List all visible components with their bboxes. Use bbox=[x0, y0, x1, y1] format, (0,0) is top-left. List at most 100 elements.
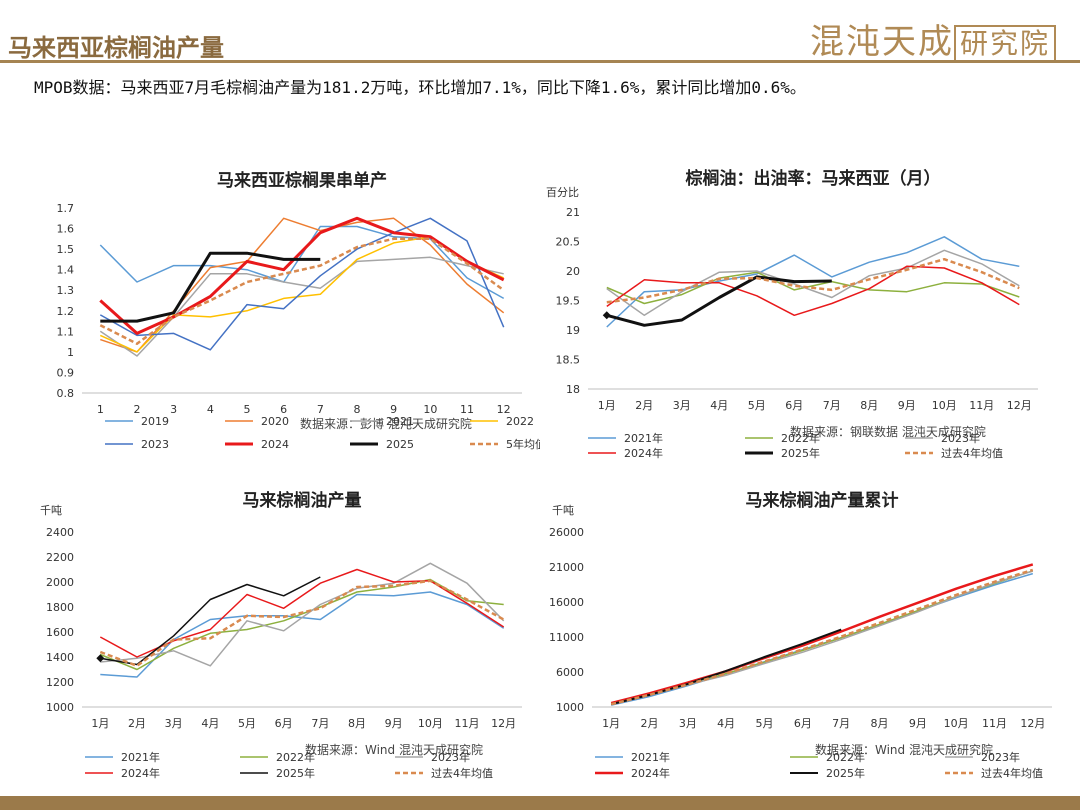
x-tick-label: 4月 bbox=[717, 717, 735, 730]
y-axis-unit: 百分比 bbox=[546, 186, 579, 199]
y-tick-label: 21000 bbox=[549, 561, 584, 574]
x-tick-label: 2月 bbox=[641, 717, 659, 730]
chart-title: 棕榈油：出油率：马来西亚（月） bbox=[686, 168, 941, 189]
series-line-2025年 bbox=[606, 275, 832, 327]
legend-item: 2023 bbox=[105, 438, 169, 451]
y-tick-label: 1.6 bbox=[57, 223, 75, 236]
legend-item: 2022年 bbox=[790, 750, 865, 764]
y-tick-label: 18 bbox=[566, 383, 580, 396]
x-tick-label: 10 bbox=[423, 403, 437, 416]
x-tick-label: 9月 bbox=[385, 717, 403, 730]
series-line-2021年 bbox=[606, 236, 1020, 328]
y-tick-label: 1000 bbox=[46, 701, 74, 714]
chart-source: 数据来源：钢联数据 混沌天成研究院 bbox=[790, 424, 986, 439]
summary-text: MPOB数据：马来西亚7月毛棕榈油产量为181.2万吨，环比增加7.1%，同比下… bbox=[34, 78, 806, 97]
x-tick-label: 5月 bbox=[756, 717, 774, 730]
series-line-过去4年均值 bbox=[606, 257, 1020, 304]
y-tick-label: 1.7 bbox=[57, 202, 75, 215]
x-tick-label: 5月 bbox=[748, 399, 766, 412]
legend-item: 2022年 bbox=[745, 431, 820, 445]
series-line-2023 bbox=[99, 217, 505, 351]
y-tick-label: 1200 bbox=[46, 676, 74, 689]
brand-logo: 混沌天成 研究院 bbox=[810, 14, 1056, 63]
legend-item: 2020 bbox=[225, 415, 289, 428]
y-tick-label: 1600 bbox=[46, 626, 74, 639]
series-line-2024 bbox=[99, 216, 505, 335]
legend-label: 过去4年均值 bbox=[981, 766, 1043, 780]
legend-item: 2019 bbox=[105, 415, 169, 428]
x-tick-label: 2 bbox=[134, 403, 141, 416]
legend-label: 2021 bbox=[386, 415, 414, 428]
y-tick-label: 2400 bbox=[46, 526, 74, 539]
y-tick-label: 19.5 bbox=[556, 295, 581, 308]
x-tick-label: 7月 bbox=[832, 717, 850, 730]
chart-title: 马来西亚棕榈果串单产 bbox=[217, 170, 387, 191]
x-tick-label: 1月 bbox=[602, 717, 620, 730]
series-line-2019 bbox=[99, 225, 505, 300]
x-tick-label: 11 bbox=[460, 403, 474, 416]
series-line-2023年 bbox=[606, 249, 1020, 317]
y-tick-label: 1000 bbox=[556, 701, 584, 714]
legend-label: 2025年 bbox=[826, 766, 865, 780]
chart-source: 数据来源：彭博 混沌天成研究院 bbox=[300, 416, 472, 431]
y-tick-label: 1400 bbox=[46, 651, 74, 664]
legend-item: 2023年 bbox=[395, 750, 470, 764]
legend-label: 2025年 bbox=[781, 446, 820, 460]
legend-label: 过去4年均值 bbox=[431, 766, 493, 780]
x-tick-label: 12月 bbox=[491, 717, 516, 730]
y-tick-label: 1800 bbox=[46, 601, 74, 614]
series-line-2025年 bbox=[100, 576, 321, 666]
x-tick-label: 1月 bbox=[91, 717, 109, 730]
legend-label: 2022年 bbox=[826, 750, 865, 764]
legend-item: 2022 bbox=[470, 415, 534, 428]
legend-item: 2025 bbox=[350, 438, 414, 451]
x-tick-label: 3月 bbox=[679, 717, 697, 730]
x-tick-label: 2月 bbox=[635, 399, 653, 412]
y-tick-label: 1.2 bbox=[57, 305, 75, 318]
x-tick-label: 10月 bbox=[418, 717, 443, 730]
legend-label: 2021年 bbox=[631, 750, 670, 764]
legend-item: 2021 bbox=[350, 415, 414, 428]
x-tick-label: 6月 bbox=[785, 399, 803, 412]
legend-item: 2021年 bbox=[85, 750, 160, 764]
y-tick-label: 6000 bbox=[556, 666, 584, 679]
x-tick-label: 5 bbox=[244, 403, 251, 416]
x-tick-label: 12月 bbox=[1007, 399, 1032, 412]
y-tick-label: 1.4 bbox=[57, 264, 75, 277]
x-tick-label: 9月 bbox=[898, 399, 916, 412]
legend-item: 过去4年均值 bbox=[905, 446, 1003, 460]
legend-label: 2023年 bbox=[941, 431, 980, 445]
series-line-2025年 bbox=[610, 628, 842, 706]
legend-label: 2024年 bbox=[624, 446, 663, 460]
y-tick-label: 20 bbox=[566, 265, 580, 278]
header-divider bbox=[0, 60, 1080, 63]
x-tick-label: 12月 bbox=[1020, 717, 1045, 730]
legend-item: 过去4年均值 bbox=[395, 766, 493, 780]
legend-label: 5年均值 bbox=[506, 437, 540, 451]
chart-title: 马来棕榈油产量累计 bbox=[746, 490, 899, 511]
legend-label: 2020 bbox=[261, 415, 289, 428]
x-tick-label: 11月 bbox=[455, 717, 480, 730]
y-axis-unit: 千吨 bbox=[552, 504, 574, 517]
y-tick-label: 1.5 bbox=[57, 243, 75, 256]
series-line-过去4年均值 bbox=[610, 568, 1034, 706]
x-tick-label: 8 bbox=[354, 403, 361, 416]
legend-label: 2025年 bbox=[276, 766, 315, 780]
x-tick-label: 9月 bbox=[909, 717, 927, 730]
footer-bar bbox=[0, 796, 1080, 810]
logo-box-text: 研究院 bbox=[953, 25, 1056, 62]
legend-label: 2024 bbox=[261, 438, 289, 451]
legend-label: 2022年 bbox=[781, 431, 820, 445]
legend-label: 2024年 bbox=[631, 766, 670, 780]
series-line-5年均值 bbox=[99, 237, 505, 345]
x-tick-label: 6月 bbox=[275, 717, 293, 730]
x-tick-label: 3月 bbox=[165, 717, 183, 730]
y-axis-unit: 千吨 bbox=[40, 504, 62, 517]
series-line-2021年 bbox=[100, 591, 505, 678]
legend-label: 2019 bbox=[141, 415, 169, 428]
x-tick-label: 7月 bbox=[823, 399, 841, 412]
series-line-2024年 bbox=[606, 265, 1020, 317]
legend-item: 2023年 bbox=[945, 750, 1020, 764]
